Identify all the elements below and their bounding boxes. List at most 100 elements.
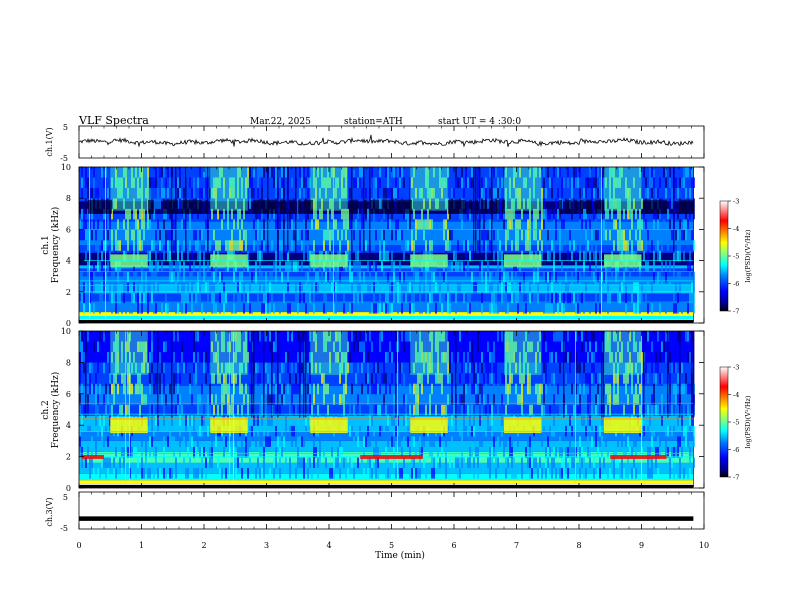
spectrogram-cell [207, 362, 209, 374]
spectrogram-cell [429, 362, 431, 374]
spectrogram-cell [91, 383, 93, 395]
spectrogram-cell [325, 271, 327, 283]
spectrogram-cell [223, 331, 225, 342]
spectrogram-cell [179, 187, 181, 199]
spectrogram-cell [481, 404, 483, 416]
spectrogram-cell [137, 177, 139, 188]
spectrogram-cell [291, 240, 293, 251]
spectrogram-cell [619, 167, 621, 178]
spectrogram-cell [553, 167, 555, 178]
spectrogram-cell [343, 219, 345, 230]
spectrogram-cell [693, 303, 695, 314]
spectrogram-cell [297, 303, 299, 314]
spectrogram-cell [467, 177, 469, 188]
spectrogram-cell [575, 240, 577, 251]
spectrogram-cell [677, 331, 679, 342]
spectrogram-cell [541, 198, 543, 209]
spectrogram-cell [325, 177, 327, 188]
spectrogram-cell [385, 331, 387, 342]
spectrogram-cell [313, 303, 315, 314]
spectrogram-cell [249, 282, 251, 293]
colorbar-tick-label: -3 [733, 198, 739, 206]
spectrogram-cell [261, 383, 263, 395]
spectrogram-cell [507, 394, 509, 405]
dark-band [274, 199, 277, 214]
dark-band [298, 199, 301, 214]
spectrogram-cell [621, 167, 623, 178]
spectrogram-cell [489, 446, 491, 458]
dark-band [685, 199, 688, 214]
spectrogram-cell [419, 219, 421, 230]
spectrogram-cell [675, 303, 677, 314]
spectrogram-streak [277, 167, 279, 253]
spectrogram-cell [273, 177, 275, 188]
spectrogram-cell [571, 383, 573, 395]
spectrogram-cell [213, 177, 215, 188]
spectrogram-cell [131, 229, 133, 241]
spectrogram-cell [281, 362, 283, 374]
spectrogram-cell [599, 187, 601, 199]
spectrogram-cell [569, 352, 571, 363]
spectrogram-cell [225, 292, 227, 304]
spectrogram-cell [447, 240, 449, 251]
spectrogram-cell [401, 394, 403, 405]
spectrogram-cell [97, 394, 99, 405]
spectrogram-cell [475, 282, 477, 293]
spectrogram-cell [667, 229, 669, 241]
spectrogram-cell [667, 208, 669, 220]
spectrogram-cell [199, 404, 201, 416]
spectrogram-cell [311, 468, 313, 479]
spectrogram-cell [367, 331, 369, 342]
y-tick-label: 10 [61, 163, 71, 172]
spectrogram-cell [475, 341, 477, 353]
spectrogram-cell [487, 229, 489, 241]
spectrogram-cell [591, 404, 593, 416]
spectrogram-cell [595, 219, 597, 230]
spectrogram-cell [393, 292, 395, 304]
colorbar-tick-label: -6 [733, 446, 739, 454]
spectrogram-cell [309, 292, 311, 304]
dark-band [376, 199, 379, 214]
spectrogram-cell [529, 404, 531, 416]
spectrogram-cell [597, 468, 599, 479]
spectrogram-cell [379, 446, 381, 458]
spectrogram-cell [239, 446, 241, 458]
spectrogram-cell [239, 240, 241, 251]
spectrogram-cell [345, 468, 347, 479]
spectrogram-cell [211, 271, 213, 283]
spectrogram-cell [607, 303, 609, 314]
spectrogram-cell [377, 404, 379, 416]
spectrogram-cell [593, 404, 595, 416]
spectrogram-cell [647, 446, 649, 458]
spectrogram-cell [173, 436, 175, 447]
spectrogram-cell [231, 404, 233, 416]
spectrogram-cell [407, 240, 409, 251]
spectrogram-cell [289, 373, 291, 384]
spectrogram-cell [515, 229, 517, 241]
spectrogram-cell [107, 468, 109, 479]
spectrogram-cell [103, 394, 105, 405]
spectrogram-cell [523, 177, 525, 188]
spectrogram-cell [369, 415, 371, 426]
spectrogram-cell [265, 292, 267, 304]
spectrogram-cell [303, 240, 305, 251]
spectrogram-cell [127, 240, 129, 251]
spectrogram-cell [217, 373, 219, 384]
spectrogram-cell [259, 250, 261, 262]
spectrogram-cell [635, 362, 637, 374]
spectrogram-cell [463, 394, 465, 405]
spectrogram-cell [395, 468, 397, 479]
spectrogram-cell [275, 177, 277, 188]
spectrogram-cell [179, 415, 181, 426]
spectrogram-cell [195, 446, 197, 458]
spectrogram-cell [497, 457, 499, 469]
spectrogram-cell [245, 229, 247, 241]
spectrogram-cell [137, 240, 139, 251]
spectrogram-cell [299, 187, 301, 199]
spectrogram-cell [499, 271, 501, 283]
spectrogram-cell [393, 394, 395, 405]
spectrogram-cell [285, 352, 287, 363]
dark-band [205, 199, 208, 214]
spectrogram-cell [419, 303, 421, 314]
